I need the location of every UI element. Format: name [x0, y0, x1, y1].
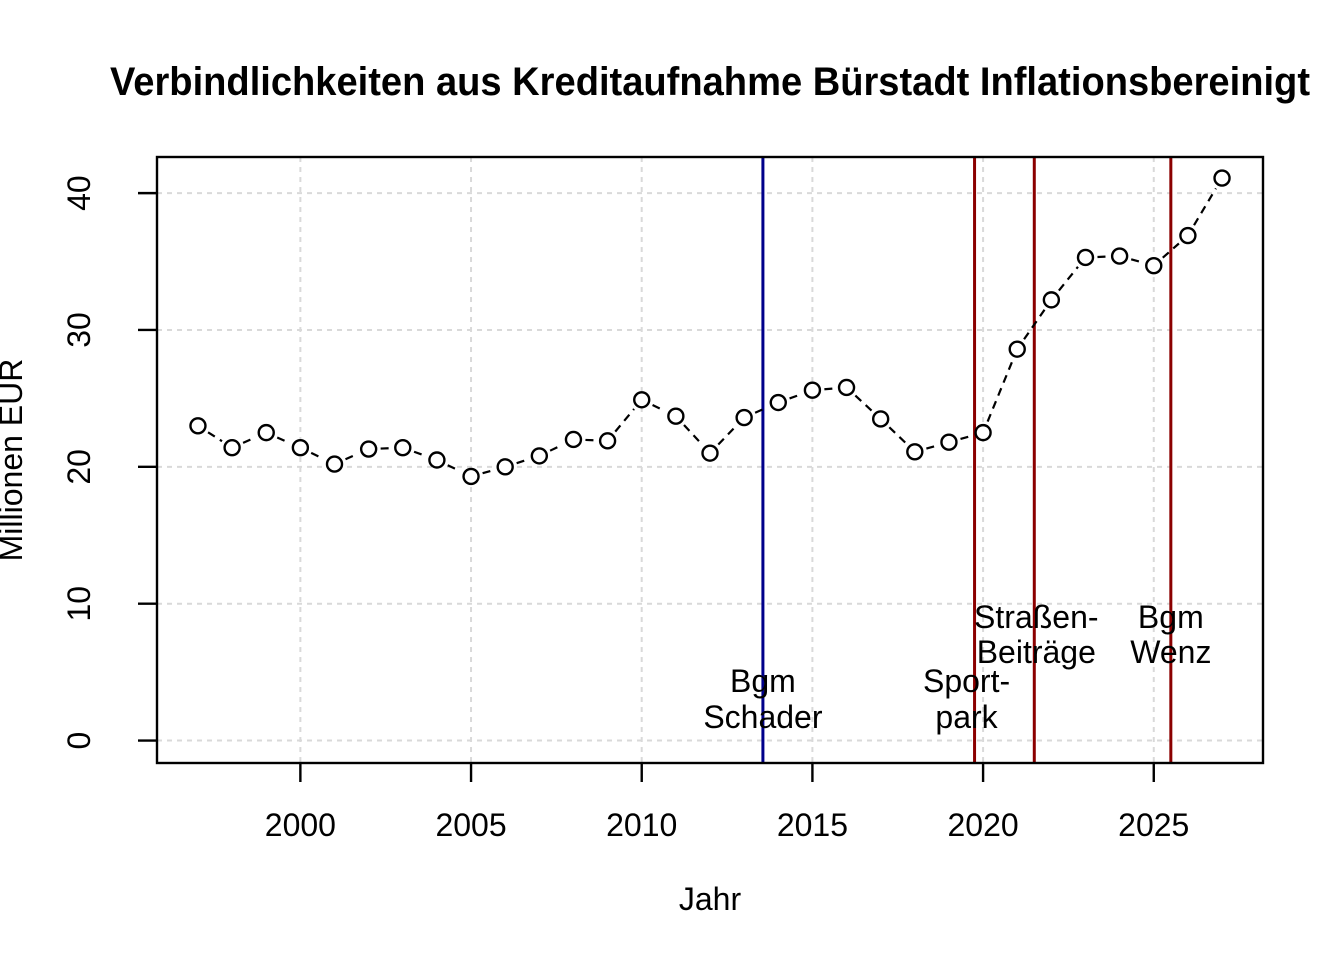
event-label-strassen-beitraege-line2: Beiträge — [977, 634, 1096, 670]
series-connector — [824, 387, 835, 391]
event-label-bgm-wenz-line2: Wenz — [1130, 634, 1211, 670]
series-connector — [926, 444, 938, 450]
data-point-2013 — [735, 408, 753, 427]
series-connector — [683, 424, 703, 446]
y-axis-title: Millionen EUR — [0, 359, 29, 562]
data-point-2023 — [1076, 248, 1095, 267]
event-label-bgm-schader-line1: Bgm — [730, 663, 796, 699]
data-point-2006 — [496, 458, 514, 476]
series-connector — [652, 403, 666, 412]
data-point-2004 — [428, 451, 446, 469]
series-connector — [789, 393, 802, 400]
data-point-2005 — [462, 467, 480, 486]
data-point-2020 — [974, 423, 992, 442]
series-connector — [1193, 187, 1217, 226]
y-tick-label-0: 0 — [61, 732, 97, 750]
series-connector — [614, 408, 635, 433]
y-tick-label-30: 30 — [61, 312, 97, 348]
y-tick-label-20: 20 — [61, 449, 97, 485]
data-point-2016 — [837, 378, 856, 397]
series-connector — [207, 431, 223, 443]
event-label-bgm-wenz-line1: Bgm — [1138, 599, 1204, 635]
series-connector — [447, 464, 461, 473]
event-label-bgm-schader-line2: Schader — [703, 699, 823, 735]
x-tick-label-2010: 2010 — [606, 807, 677, 843]
data-point-2007 — [530, 447, 549, 465]
data-point-2017 — [871, 410, 890, 428]
data-point-2000 — [291, 438, 310, 457]
data-point-1999 — [257, 423, 275, 442]
data-point-2019 — [940, 433, 958, 451]
data-point-2021 — [1008, 340, 1026, 358]
x-tick-label-2025: 2025 — [1118, 807, 1189, 843]
event-label-sportpark-line2: park — [935, 699, 998, 735]
data-point-2011 — [667, 407, 685, 425]
x-tick-label-2005: 2005 — [435, 807, 506, 843]
series-connector — [310, 451, 325, 460]
series-connector — [960, 434, 972, 441]
series-connector — [1130, 258, 1143, 264]
event-label-strassen-beitraege-line1: Straßen- — [974, 599, 1098, 635]
series-connector — [242, 436, 256, 444]
x-axis-title: Jahr — [679, 881, 742, 917]
data-point-2025 — [1145, 256, 1163, 275]
series-connector — [549, 443, 564, 452]
data-point-1998 — [223, 438, 241, 457]
data-point-2018 — [906, 443, 924, 461]
data-point-2003 — [394, 438, 412, 457]
series-connector — [1162, 242, 1180, 259]
data-point-2015 — [803, 381, 822, 399]
axes-frame-layer — [138, 155, 1265, 782]
series-connector — [717, 425, 737, 446]
series-connector — [413, 450, 426, 457]
series-connector — [754, 406, 768, 414]
series-connector — [1058, 266, 1079, 292]
x-tick-label-2020: 2020 — [947, 807, 1018, 843]
data-point-2010 — [633, 391, 651, 409]
tick-labels-layer: 2000 2005 2010 2015 2020 2025 0 10 20 30 40 — [61, 175, 1189, 843]
data-point-2012 — [701, 444, 719, 462]
data-point-2002 — [359, 440, 378, 458]
series-connector — [1023, 309, 1046, 340]
y-tick-label-40: 40 — [61, 175, 97, 211]
data-point-2024 — [1110, 247, 1129, 265]
event-lines-layer — [761, 157, 1173, 763]
data-point-2027 — [1213, 169, 1231, 187]
y-tick-label-10: 10 — [61, 586, 97, 622]
series-connector — [888, 426, 907, 445]
series-connector — [276, 436, 290, 444]
x-tick-label-2015: 2015 — [777, 807, 848, 843]
data-point-2001 — [325, 455, 344, 473]
plot-frame — [155, 155, 1265, 765]
data-point-2009 — [598, 432, 617, 450]
series-connector — [854, 394, 873, 412]
series-connector — [482, 469, 494, 475]
data-series-layer — [189, 169, 1231, 486]
event-label-sportpark-line1: Sport- — [923, 663, 1010, 699]
series-connector — [986, 359, 1014, 422]
data-point-1997 — [189, 417, 207, 435]
series-connector — [345, 452, 359, 461]
data-point-2008 — [564, 430, 583, 449]
x-tick-label-2000: 2000 — [265, 807, 336, 843]
event-labels-layer: BgmSchaderSport-parkStraßen-BeiträgeBgmW… — [703, 599, 1211, 735]
data-point-2022 — [1042, 291, 1061, 309]
data-point-2014 — [769, 393, 787, 412]
data-point-2026 — [1179, 226, 1197, 245]
series-connector — [516, 458, 529, 465]
chart-title: Verbindlichkeiten aus Kreditaufnahme Bür… — [110, 60, 1310, 104]
